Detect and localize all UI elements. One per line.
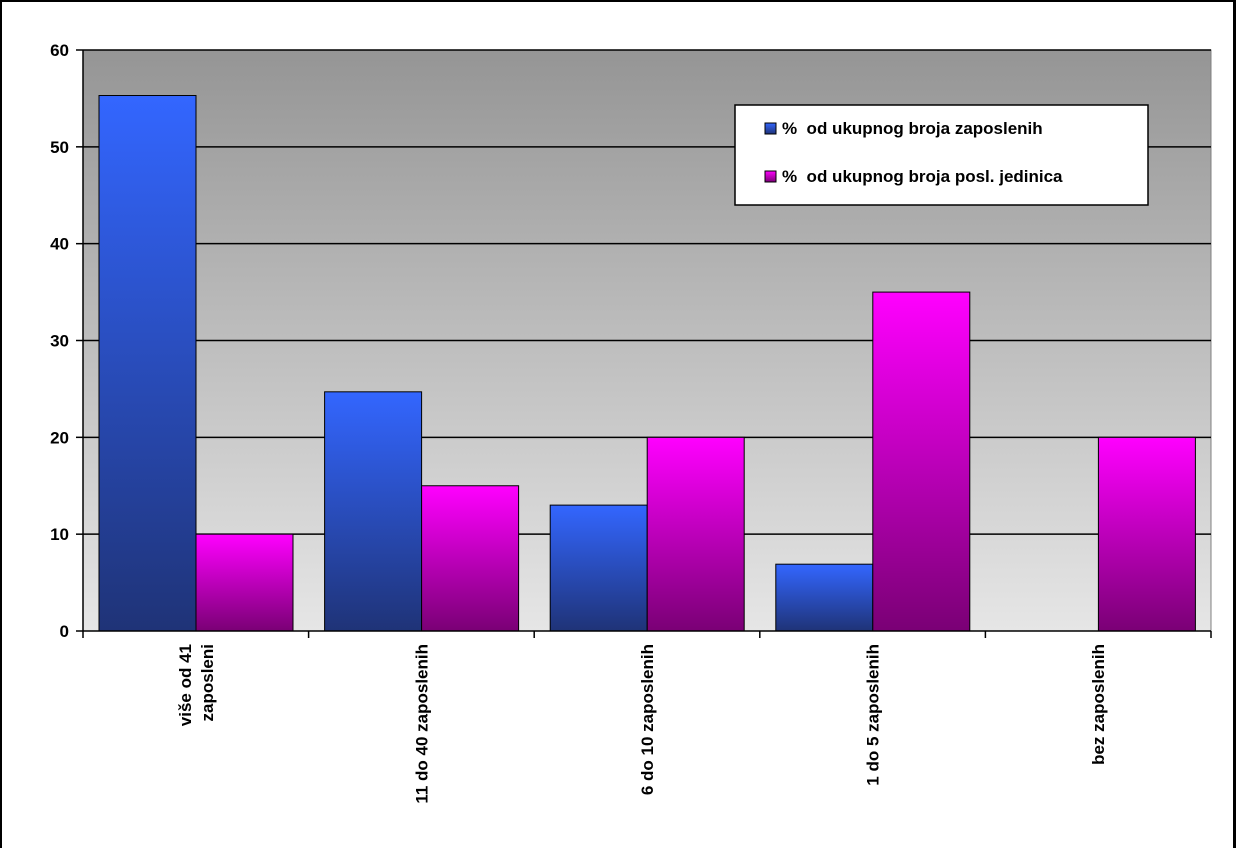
x-category-label: više od 41 bbox=[176, 644, 195, 726]
legend-swatch-series-1 bbox=[764, 122, 777, 135]
y-tick-label: 20 bbox=[50, 428, 69, 447]
legend-swatch-series-2 bbox=[764, 170, 777, 183]
bar-series-1-3 bbox=[549, 504, 648, 632]
y-tick-label: 40 bbox=[50, 235, 69, 254]
bar-series-2-5 bbox=[1097, 436, 1196, 632]
bar-series-2-3 bbox=[646, 436, 745, 632]
bar-series-2-4 bbox=[872, 291, 971, 632]
axes bbox=[76, 49, 1212, 638]
y-tick-label: 60 bbox=[50, 41, 69, 60]
y-tick-label: 50 bbox=[50, 138, 69, 157]
bar-series-1-1 bbox=[98, 95, 197, 632]
legend-label-series-2: % od ukupnog broja posl. jedinica bbox=[782, 167, 1063, 186]
y-tick-label: 10 bbox=[50, 525, 69, 544]
legend-label-series-1: % od ukupnog broja zaposlenih bbox=[782, 119, 1043, 138]
x-category-label: 1 do 5 zaposlenih bbox=[864, 644, 883, 786]
legend-box bbox=[734, 104, 1149, 206]
x-category-label: zaposleni bbox=[198, 644, 217, 721]
bar-series-2-1 bbox=[195, 533, 294, 632]
y-tick-label: 30 bbox=[50, 332, 69, 351]
x-category-label: 11 do 40 zaposlenih bbox=[412, 644, 431, 804]
x-category-label: bez zaposlenih bbox=[1089, 644, 1108, 765]
legend: % od ukupnog broja zaposlenih % od ukupn… bbox=[734, 104, 1149, 206]
bar-series-1-4 bbox=[775, 563, 874, 632]
bar-series-2-2 bbox=[421, 485, 520, 632]
y-tick-label: 0 bbox=[60, 622, 69, 641]
bar-series-1-2 bbox=[324, 391, 423, 632]
bars bbox=[98, 95, 1196, 632]
x-tick-labels: više od 41 zaposleni 11 do 40 zaposlenih 6 … bbox=[176, 644, 1108, 804]
y-tick-labels: 0 10 20 30 40 50 60 bbox=[50, 41, 69, 641]
x-category-label: 6 do 10 zaposlenih bbox=[638, 644, 657, 795]
